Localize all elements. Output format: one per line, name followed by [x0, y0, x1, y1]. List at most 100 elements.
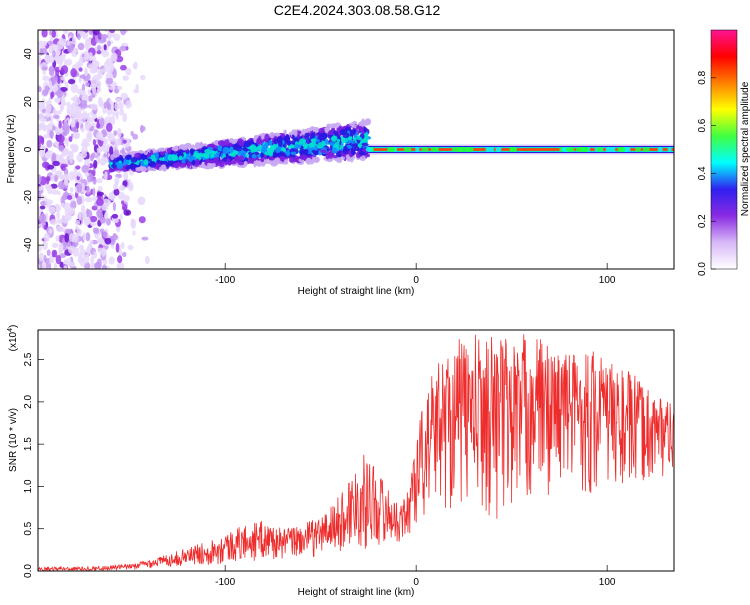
spectrogram-noise-blob	[118, 184, 126, 191]
snr-scale-label: (x104)	[7, 325, 19, 352]
spectrogram-signal-blob	[293, 137, 299, 141]
spectrogram-noise-blob	[59, 87, 68, 92]
spectrogram-signal-blob	[149, 161, 157, 168]
spectrogram-signal-blob	[227, 160, 232, 166]
spectrogram-noise-blob	[80, 142, 86, 147]
spectrogram-noise-blob	[46, 185, 53, 195]
spectrogram-noise-blob	[116, 127, 122, 138]
spectrogram-signal-blob	[139, 166, 147, 172]
spectrogram-noise-blob	[48, 262, 52, 269]
spectrogram-noise-blob	[115, 97, 122, 103]
spectrogram-noise-blob	[71, 145, 77, 153]
spectrogram-signal-blob	[331, 123, 337, 129]
spectrogram-noise-blob	[99, 117, 105, 128]
spectrogram-noise-blob	[48, 65, 55, 74]
spectrogram-noise-blob	[130, 130, 134, 136]
spectrogram-noise-blob	[38, 191, 42, 201]
spectrogram-signal-blob	[326, 123, 331, 130]
spectrogram-noise-blob	[48, 228, 53, 235]
spectrogram-signal-blob	[291, 157, 299, 163]
spectrogram-noise-blob	[96, 131, 104, 140]
spectrogram-noise-blob	[43, 134, 48, 140]
spectrogram-signal-blob	[310, 141, 317, 146]
snr-x-label: Height of straight line (km)	[298, 587, 415, 598]
spectrogram-noise-blob	[83, 217, 91, 224]
spectrogram-signal-blob	[158, 157, 165, 161]
spectrogram-signal-blob	[299, 138, 307, 145]
spectrogram-noise-blob	[39, 262, 43, 269]
spectrogram-noise-blob	[64, 208, 72, 217]
spectrogram-noise-blob	[121, 203, 128, 211]
spectrogram-signal-blob	[174, 146, 179, 151]
spectrogram-noise-blob	[74, 132, 81, 139]
spectrogram-signal-blob	[251, 154, 257, 159]
spectrogram-noise-blob	[38, 245, 43, 252]
spectrogram-x-label: Height of straight line (km)	[298, 286, 415, 297]
spectrogram-y-tick-label: 20	[23, 96, 34, 108]
spectrogram-noise-blob	[52, 160, 61, 167]
spectrogram-signal-blob	[217, 140, 226, 146]
spectrogram-noise-blob	[52, 84, 59, 92]
spectrogram-noise-blob	[76, 228, 82, 237]
spectrogram-noise-blob	[38, 174, 42, 184]
spectrogram-noise-blob	[91, 67, 99, 73]
spectrogram-signal-blob	[124, 154, 132, 160]
spectrogram-noise-blob	[113, 217, 119, 224]
spectrogram-noise-blob	[77, 171, 81, 177]
spectrogram-noise-blob	[119, 45, 127, 52]
spectrogram-signal-blob	[260, 152, 264, 158]
snr-y-tick-label: 2.5	[23, 352, 34, 366]
spectrogram-noise-blob	[75, 165, 81, 170]
spectrogram-noise-blob	[43, 224, 48, 231]
spectrogram-noise-blob	[92, 138, 97, 146]
spectrogram-y-label: Frequency (Hz)	[6, 115, 17, 184]
spectrogram-noise-blob	[86, 130, 93, 140]
spectrogram-noise-blob	[112, 233, 117, 238]
spectrogram-signal-blob	[173, 163, 177, 167]
spectrogram-noise-blob	[107, 133, 116, 143]
spectrogram-noise-blob	[48, 80, 53, 90]
spectrogram-signal-blob	[318, 127, 326, 133]
spectrogram-signal-blob	[268, 139, 273, 146]
snr-x-tick-label: -100	[215, 577, 235, 588]
spectrogram-noise-blob	[104, 171, 108, 180]
spectrogram-noise-blob	[70, 200, 77, 210]
snr-x-tick-label: 100	[599, 577, 616, 588]
spectrogram-noise-blob	[70, 120, 76, 128]
spectrogram-noise-blob	[86, 185, 90, 196]
spectrogram-noise-blob	[69, 186, 74, 193]
spectrogram-noise-blob	[38, 213, 47, 224]
spectrogram-noise-blob	[127, 244, 134, 251]
spectrogram-noise-blob	[65, 58, 73, 66]
spectrogram-noise-blob	[119, 108, 124, 116]
snr-panel: -100 0 100 0.0 0.5 1.0 1.5 2.0 2.5 Height of st…	[7, 325, 675, 598]
spectrogram-signal-blob	[178, 155, 183, 161]
spectrogram-noise-blob	[105, 218, 111, 226]
spectrogram-signal-blob	[125, 166, 130, 170]
spectrogram-noise-blob	[132, 133, 139, 140]
colorbar-tick-label: 0.4	[697, 166, 708, 180]
spectrogram-signal-blob	[222, 157, 227, 162]
spectrogram-noise-blob	[63, 30, 69, 35]
spectrogram-noise-blob	[72, 36, 76, 45]
spectrogram-noise-blob	[122, 112, 128, 123]
spectrogram-noise-blob	[112, 68, 117, 79]
spectrogram-noise-blob	[90, 78, 98, 87]
spectrogram-noise-blob	[66, 104, 75, 115]
spectrogram-signal-blob	[288, 131, 295, 136]
carrier-blob	[495, 147, 502, 152]
spectrogram-noise-blob	[51, 242, 59, 249]
spectrogram-signal-blob	[310, 132, 316, 140]
spectrogram-signal-blob	[320, 149, 327, 154]
spectrogram-signal-blob	[350, 148, 356, 155]
spectrogram-noise-blob	[123, 209, 132, 216]
spectrogram-noise-blob	[53, 249, 58, 258]
spectrogram-noise-blob	[43, 232, 50, 242]
spectrogram-noise-blob	[133, 89, 139, 94]
spectrogram-noise-blob	[58, 253, 67, 259]
spectrogram-noise-blob	[125, 100, 132, 109]
spectrogram-noise-blob	[103, 30, 111, 33]
spectrogram-noise-blob	[144, 255, 150, 265]
spectrogram-signal-blob	[219, 160, 225, 168]
spectrogram-noise-blob	[109, 146, 114, 156]
